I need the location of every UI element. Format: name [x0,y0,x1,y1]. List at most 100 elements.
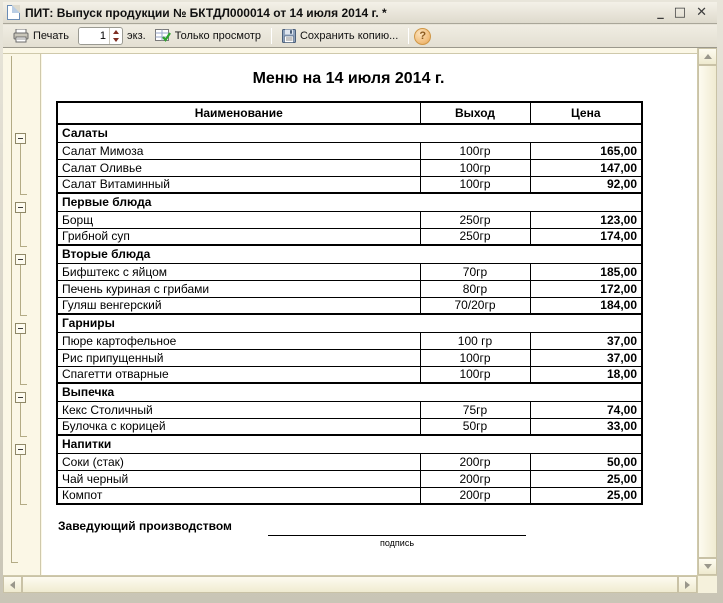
collapse-group-button[interactable] [15,254,26,265]
item-output-cell: 70гр [419,262,531,281]
page-title: Меню на 14 июля 2014 г. [252,70,445,87]
column-header: Наименование [56,101,421,125]
collapse-group-button[interactable] [15,323,26,334]
minimize-icon[interactable]: _ [657,4,664,20]
signature-block: Заведующий производством подпись [58,519,643,548]
section-row: Вторые блюда [56,244,643,264]
item-row: Пюре картофельное 100 гр 37,00 [56,331,643,350]
item-price-cell: 172,00 [529,279,643,298]
section-row: Выпечка [56,382,643,402]
item-price-cell: 50,00 [529,452,643,471]
section-name: Вторые блюда [56,244,643,264]
item-output-cell: 80гр [419,279,531,298]
group-connector-line [20,455,27,505]
item-output-cell: 75гр [419,400,531,419]
group-connector-line [20,334,27,385]
collapse-group-button[interactable] [15,392,26,403]
item-output-cell: 70/20гр [419,296,531,315]
spin-up-icon[interactable] [110,28,122,36]
help-button[interactable]: ? [414,27,432,45]
item-output-cell: 100гр [419,158,531,177]
group-connector-line [20,403,27,437]
item-name-cell: Рис припущенный [56,348,421,367]
item-price-cell: 185,00 [529,262,643,281]
horizontal-scrollbar[interactable] [3,575,697,593]
toolbar-separator [270,28,272,44]
scrollbar-corner [697,575,717,593]
item-output-cell: 100гр [419,365,531,384]
item-price-cell: 184,00 [529,296,643,315]
section-row: Салаты [56,123,643,143]
collapse-group-button[interactable] [15,133,26,144]
item-price-cell: 74,00 [529,400,643,419]
item-row: Рис припущенный 100гр 37,00 [56,348,643,367]
item-price-cell: 25,00 [529,469,643,488]
item-row: Компот 200гр 25,00 [56,486,643,505]
item-price-cell: 25,00 [529,486,643,505]
vertical-scroll-thumb[interactable] [698,65,717,558]
print-button[interactable]: Печать [8,26,74,46]
view-only-button[interactable]: Только просмотр [150,26,266,46]
toolbar: Печать экз. Только просмотр [3,25,717,48]
item-output-cell: 200гр [419,486,531,505]
item-name-cell: Чай черный [56,469,421,488]
section-name: Выпечка [56,382,643,402]
section-row: Напитки [56,434,643,454]
save-copy-button[interactable]: Сохранить копию... [277,26,403,46]
item-output-cell: 200гр [419,469,531,488]
maximize-icon[interactable]: □ [673,4,687,20]
section-name: Напитки [56,434,643,454]
collapse-group-button[interactable] [15,202,26,213]
item-name-cell: Гуляш венгерский [56,296,421,315]
signature-line [268,535,526,536]
horizontal-scroll-thumb[interactable] [22,576,678,593]
item-output-cell: 250гр [419,210,531,229]
item-output-cell: 100гр [419,348,531,367]
item-row: Кекс Столичный 75гр 74,00 [56,400,643,419]
section-name: Салаты [56,123,643,143]
item-row: Чай черный 200гр 25,00 [56,469,643,488]
collapse-group-button[interactable] [15,444,26,455]
group-connector-line [20,265,27,316]
outer-group-bracket [11,56,18,563]
group-connector-line [20,144,27,195]
copies-input[interactable] [79,28,110,44]
section-name: Гарниры [56,313,643,333]
item-row: Грибной суп 250гр 174,00 [56,227,643,246]
vertical-scrollbar[interactable] [697,48,717,575]
scroll-down-icon[interactable] [698,558,717,575]
item-row: Гуляш венгерский 70/20гр 184,00 [56,296,643,315]
spin-down-icon[interactable] [110,36,122,44]
save-icon [281,29,296,43]
item-name-cell: Кекс Столичный [56,400,421,419]
item-name-cell: Соки (стак) [56,452,421,471]
item-row: Салат Оливье 100гр 147,00 [56,158,643,177]
item-row: Бифштекс с яйцом 70гр 185,00 [56,262,643,281]
item-price-cell: 37,00 [529,331,643,350]
scroll-left-icon[interactable] [3,576,22,593]
section-row: Гарниры [56,313,643,333]
signature-label: Заведующий производством [58,519,232,533]
header-row: Наименование Выход Цена [56,101,643,125]
scroll-up-icon[interactable] [698,48,717,65]
group-margin [3,54,41,575]
item-name-cell: Компот [56,486,421,505]
content-area: Меню на 14 июля 2014 г. Наименование Выхо… [3,48,717,593]
item-name-cell: Салат Мимоза [56,141,421,160]
window-title: ПИТ: Выпуск продукции № БКТДЛ000014 от 1… [25,5,387,20]
item-name-cell: Борщ [56,210,421,229]
item-row: Печень куриная с грибами 80гр 172,00 [56,279,643,298]
item-row: Борщ 250гр 123,00 [56,210,643,229]
copies-suffix-label: экз. [127,30,146,42]
item-output-cell: 100гр [419,141,531,160]
view-only-icon [154,29,171,42]
scroll-right-icon[interactable] [678,576,697,593]
item-name-cell: Булочка с корицей [56,417,421,436]
item-output-cell: 200гр [419,452,531,471]
close-icon[interactable]: ✕ [696,4,707,20]
copies-spinner [78,27,124,45]
item-row: Булочка с корицей 50гр 33,00 [56,417,643,436]
item-output-cell: 250гр [419,227,531,246]
item-name-cell: Спагетти отварные [56,365,421,384]
